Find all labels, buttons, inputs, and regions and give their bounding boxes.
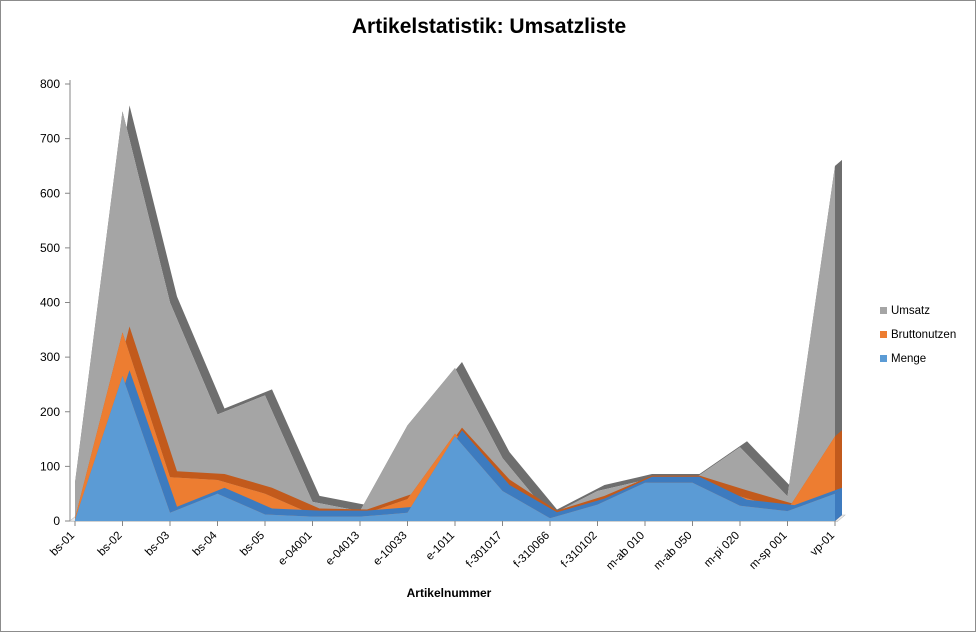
x-tick-label: bs-04 (191, 529, 220, 558)
legend-swatch-bruttonutzen (880, 331, 887, 338)
y-tick-label: 700 (40, 132, 60, 146)
x-tick-label: f-310066 (512, 530, 553, 571)
area-menge (75, 376, 835, 521)
y-tick-label: 400 (40, 296, 60, 310)
x-tick-label: m-ab 010 (604, 530, 647, 573)
x-tick-label: bs-02 (96, 530, 125, 559)
area-side-umsatz (835, 159, 842, 521)
x-tick-label: m-pi 020 (702, 530, 742, 570)
x-tick-label: f-310102 (559, 530, 600, 571)
x-tick-label: bs-01 (48, 530, 77, 559)
area-top-bruttonutzen (75, 326, 842, 519)
legend-label-umsatz: Umsatz (891, 305, 930, 317)
legend-swatch-menge (880, 355, 887, 362)
x-tick-label: e-04013 (324, 530, 362, 568)
x-tick-label: m-ab 050 (652, 530, 695, 573)
y-tick-label: 800 (40, 77, 60, 91)
legend-label-menge: Menge (891, 353, 926, 365)
y-tick-label: 300 (40, 350, 60, 364)
y-tick-label: 500 (40, 241, 60, 255)
legend-swatch-umsatz (880, 307, 887, 314)
x-tick-label: vp-01 (808, 530, 837, 559)
y-tick-label: 100 (40, 459, 60, 473)
y-tick-label: 0 (53, 514, 60, 528)
x-tick-label: e-1011 (424, 530, 457, 563)
x-tick-label: bs-03 (143, 530, 172, 559)
x-tick-label: bs-05 (238, 530, 267, 559)
area-top-menge (75, 370, 842, 520)
x-tick-label: e-10033 (371, 530, 409, 568)
chart-title: Artikelstatistik: Umsatzliste (351, 15, 627, 38)
y-tick-label: 200 (40, 405, 60, 419)
x-tick-label: m-sp 001 (747, 530, 789, 572)
area-umsatz (75, 111, 835, 521)
x-tick-label: f-301017 (464, 530, 505, 571)
area-side-menge (835, 487, 842, 521)
legend-label-bruttonutzen: Bruttonutzen (891, 329, 956, 341)
y-tick-label: 600 (40, 186, 60, 200)
x-tick-label: e-04001 (276, 530, 314, 568)
x-axis-label: Artikelnummer (407, 586, 492, 600)
